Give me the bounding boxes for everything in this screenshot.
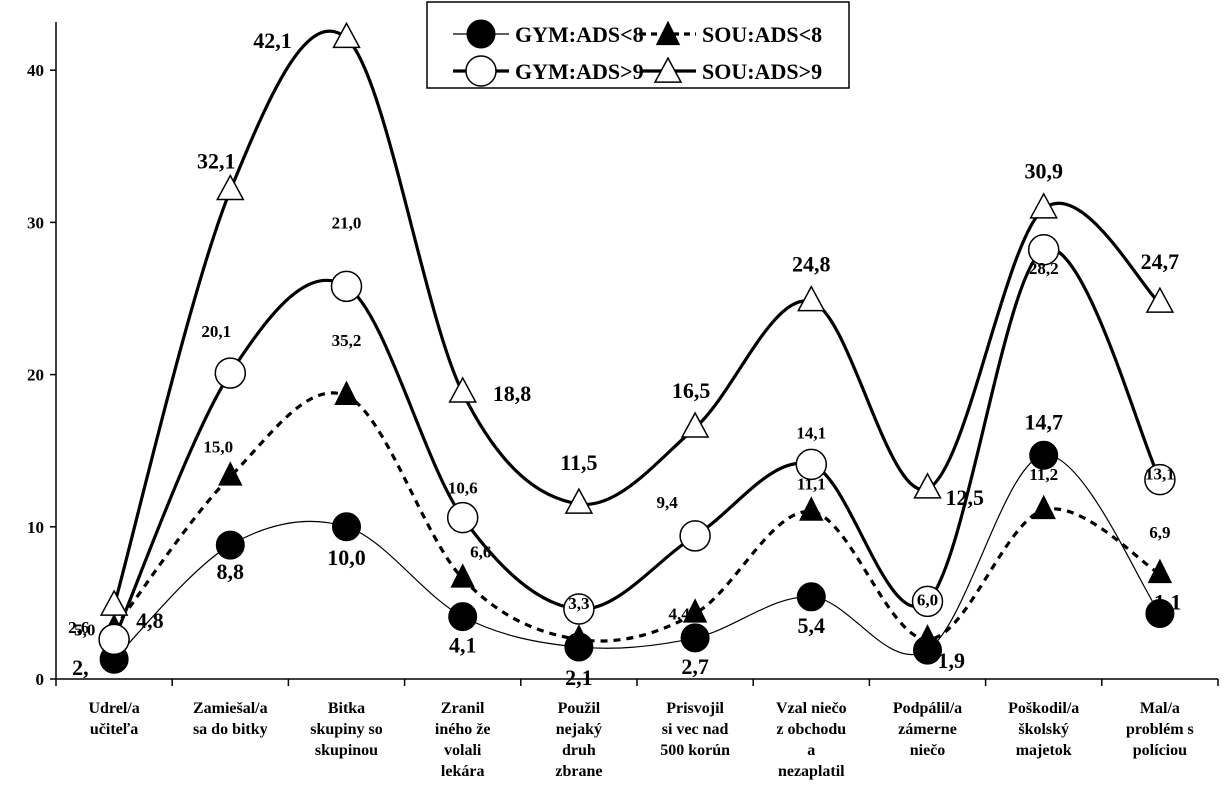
data-label: 10,0 bbox=[327, 545, 366, 570]
data-label: 18,8 bbox=[493, 381, 532, 406]
data-label: 8,8 bbox=[217, 559, 245, 584]
data-point bbox=[219, 463, 241, 485]
data-point bbox=[217, 176, 243, 200]
x-category-label: Zranil iného že volali lekára bbox=[435, 700, 491, 780]
legend-marker bbox=[467, 20, 495, 48]
x-category-label: Bitka skupiny so skupinou bbox=[310, 700, 383, 759]
data-point bbox=[797, 583, 825, 611]
data-label: 13,1 bbox=[1145, 465, 1175, 484]
data-point bbox=[448, 503, 478, 533]
data-label: 5,4 bbox=[798, 613, 826, 638]
data-label: 12,5 bbox=[946, 485, 985, 510]
data-label: 16,5 bbox=[672, 378, 711, 403]
x-category-label: Zamiešal/a sa do bitky bbox=[193, 700, 268, 738]
data-label: 15,0 bbox=[203, 438, 233, 457]
data-label: 30,9 bbox=[1024, 159, 1063, 184]
data-label: 14,1 bbox=[796, 423, 826, 442]
x-category-label: Udrel/a učiteľa bbox=[88, 700, 139, 738]
data-label: 11,5 bbox=[560, 450, 597, 475]
y-tick-label: 10 bbox=[27, 518, 44, 537]
data-point bbox=[681, 624, 709, 652]
legend-label: GYM:ADS>9 bbox=[515, 59, 644, 84]
data-point bbox=[449, 603, 477, 631]
legend-label: SOU:ADS<8 bbox=[702, 22, 822, 47]
data-label: 35,2 bbox=[332, 331, 362, 350]
legend-marker bbox=[466, 56, 496, 86]
data-label: 14,7 bbox=[1024, 409, 1063, 434]
data-point bbox=[334, 23, 360, 47]
data-point bbox=[101, 591, 127, 615]
data-label: 5,0 bbox=[74, 620, 95, 639]
data-point bbox=[800, 498, 822, 520]
data-point bbox=[99, 624, 129, 654]
data-point bbox=[336, 382, 358, 404]
data-label: 2,7 bbox=[681, 654, 709, 679]
data-label: 21,0 bbox=[332, 213, 362, 232]
y-tick-label: 30 bbox=[27, 213, 44, 232]
series-line bbox=[114, 248, 1160, 639]
y-tick-label: 0 bbox=[36, 670, 45, 689]
data-label: 4,1 bbox=[449, 633, 477, 658]
legend-label: SOU:ADS>9 bbox=[702, 59, 822, 84]
data-label: 11,2 bbox=[1029, 465, 1058, 484]
data-label: 42,1 bbox=[253, 28, 292, 53]
data-label: 10,6 bbox=[448, 479, 478, 498]
data-label: 20,1 bbox=[201, 322, 231, 341]
data-label: 1,9 bbox=[938, 648, 966, 673]
y-tick-label: 20 bbox=[27, 366, 44, 385]
data-label: 24,7 bbox=[1141, 249, 1180, 274]
legend: GYM:ADS<8 SOU:ADS<8 GYM:ADS>9 SOU:ADS>9 bbox=[427, 2, 849, 88]
axes: 0 10 20 30 40 Udrel/a učiteľa Zamiešal/a sa do b… bbox=[27, 22, 1218, 780]
data-label: 6,0 bbox=[917, 590, 938, 609]
data-point bbox=[1031, 194, 1057, 218]
data-point bbox=[1149, 560, 1171, 582]
data-label: 24,8 bbox=[792, 252, 831, 277]
data-point bbox=[798, 287, 824, 311]
data-label: 32,1 bbox=[197, 148, 236, 173]
series-line bbox=[114, 393, 1160, 641]
data-point bbox=[450, 378, 476, 402]
legend-label: GYM:ADS<8 bbox=[515, 22, 644, 47]
data-point bbox=[332, 271, 362, 301]
data-label: 6,6 bbox=[470, 543, 491, 562]
x-category-label: Podpálil/a zámerne niečo bbox=[893, 700, 962, 759]
data-label: 4,8 bbox=[136, 608, 164, 633]
data-point bbox=[915, 474, 941, 498]
data-point bbox=[1033, 496, 1055, 518]
x-category-label: Prisvojil si vec nad 500 korún bbox=[660, 700, 730, 759]
series-layer bbox=[99, 23, 1175, 673]
data-point bbox=[216, 531, 244, 559]
data-label: 9,4 bbox=[656, 493, 678, 512]
data-label: 4,4 bbox=[668, 605, 690, 624]
y-tick-label: 40 bbox=[27, 61, 44, 80]
series-line bbox=[114, 455, 1160, 659]
x-category-label: Vzal niečo z obchodu a nezaplatil bbox=[776, 700, 847, 780]
data-label: 1,1 bbox=[1154, 590, 1182, 615]
data-label: 28,2 bbox=[1029, 259, 1059, 278]
x-category-label: Mal/a problém s políciou bbox=[1126, 700, 1194, 759]
x-category-label: Použil nejaký druh zbrane bbox=[555, 700, 602, 780]
data-label: 3,3 bbox=[568, 594, 589, 613]
data-point bbox=[333, 513, 361, 541]
data-label: 6,9 bbox=[1149, 523, 1170, 542]
data-point bbox=[680, 521, 710, 551]
data-label: 2,1 bbox=[565, 665, 593, 690]
data-label: 11,1 bbox=[797, 475, 826, 494]
x-category-label: Poškodil/a školský majetok bbox=[1008, 700, 1079, 759]
data-label: 2, bbox=[72, 655, 89, 680]
data-point bbox=[215, 358, 245, 388]
